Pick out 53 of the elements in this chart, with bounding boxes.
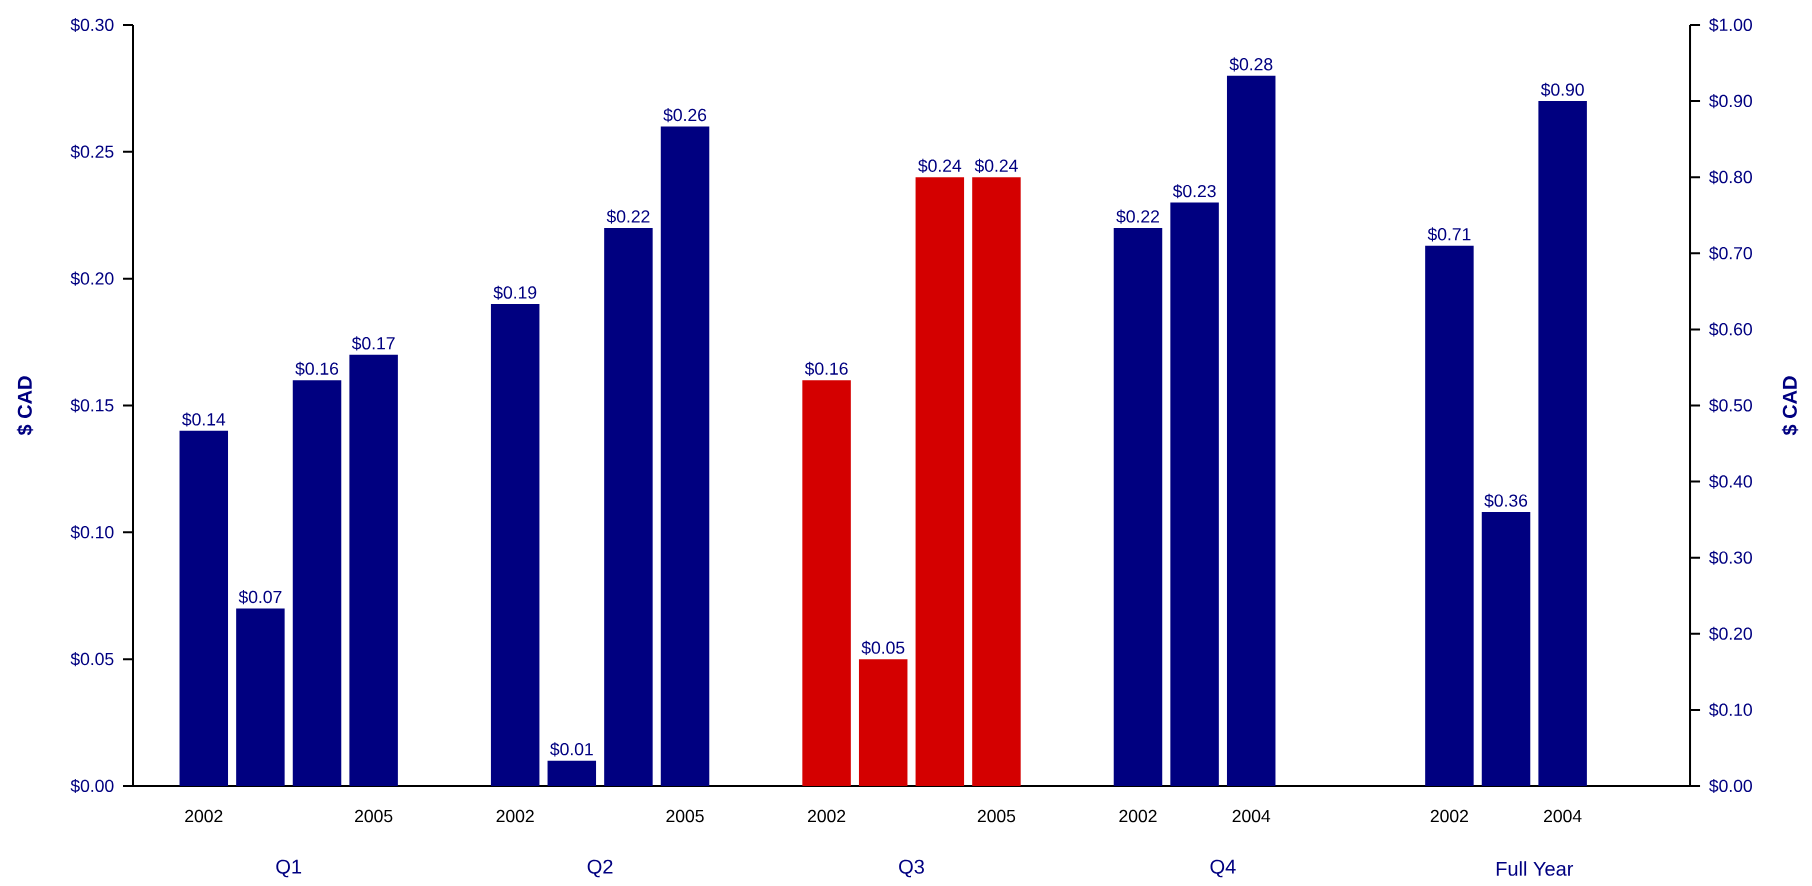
x-tick-label: 2002 — [185, 810, 223, 823]
x-tick-label: 2005 — [977, 810, 1016, 823]
data-label: $0.17 — [351, 336, 395, 351]
y2-tick-label: $0.80 — [1709, 170, 1752, 185]
y2-tick-label: $0.40 — [1709, 474, 1752, 489]
x-tick-label: 2002 — [1430, 810, 1468, 823]
data-label: $0.01 — [550, 742, 593, 757]
data-label: $0.90 — [1540, 82, 1584, 97]
x-tick-label: 2002 — [496, 810, 534, 823]
data-label: $0.28 — [1229, 57, 1273, 72]
y-tick-label: $0.20 — [70, 271, 114, 286]
text: Q3 — [899, 859, 924, 878]
data-label: $0.14 — [182, 412, 226, 427]
x-tick-label: 2002 — [807, 810, 846, 823]
data-label: $0.22 — [1116, 209, 1159, 224]
y2-axis-title: $ CAD — [1781, 376, 1799, 436]
y-axis-title: $ CAD — [16, 376, 34, 436]
x-tick-label: 2002 — [1119, 810, 1157, 823]
data-label: $0.05 — [861, 640, 905, 656]
y2-tick-label: $0.90 — [1709, 94, 1752, 109]
x-tick-label: 2004 — [1544, 810, 1582, 823]
data-label: $0.36 — [1484, 493, 1528, 508]
y-tick-label: $0.15 — [70, 398, 114, 413]
data-label: $0.24 — [918, 158, 962, 174]
text: Q4 — [1210, 859, 1236, 878]
x-tick-label: 2005 — [355, 810, 393, 823]
x-tick-label: 2004 — [1232, 810, 1271, 823]
data-label: $0.22 — [606, 209, 650, 224]
y-tick-label: $0.30 — [70, 18, 114, 33]
data-label: $0.26 — [663, 108, 707, 123]
data-label: $0.19 — [493, 285, 537, 300]
data-label: $0.07 — [238, 590, 282, 605]
y2-tick-label: $0.50 — [1709, 398, 1752, 413]
x-tick-label: 2005 — [666, 810, 704, 823]
text: Q2 — [587, 859, 613, 878]
y-tick-label: $0.25 — [70, 144, 114, 160]
y2-tick-label: $0.60 — [1709, 322, 1752, 337]
y-tick-label: $0.00 — [70, 779, 114, 794]
text: Full Year — [1496, 861, 1574, 876]
y2-tick-label: $0.70 — [1709, 246, 1752, 261]
y-tick-label: $0.05 — [70, 652, 114, 667]
y2-tick-label: $0.10 — [1709, 702, 1752, 718]
data-label: $0.16 — [295, 361, 339, 377]
y-tick-label: $0.10 — [70, 525, 114, 540]
y2-tick-label: $1.00 — [1709, 18, 1752, 33]
text: Q1 — [276, 859, 302, 878]
y2-tick-label: $0.30 — [1709, 550, 1752, 565]
data-label: $0.24 — [974, 158, 1018, 174]
data-label: $0.71 — [1427, 227, 1471, 242]
data-label: $0.23 — [1172, 184, 1216, 199]
data-label: $0.16 — [804, 361, 848, 377]
y2-tick-label: $0.20 — [1709, 626, 1752, 642]
y2-tick-label: $0.00 — [1709, 779, 1752, 794]
